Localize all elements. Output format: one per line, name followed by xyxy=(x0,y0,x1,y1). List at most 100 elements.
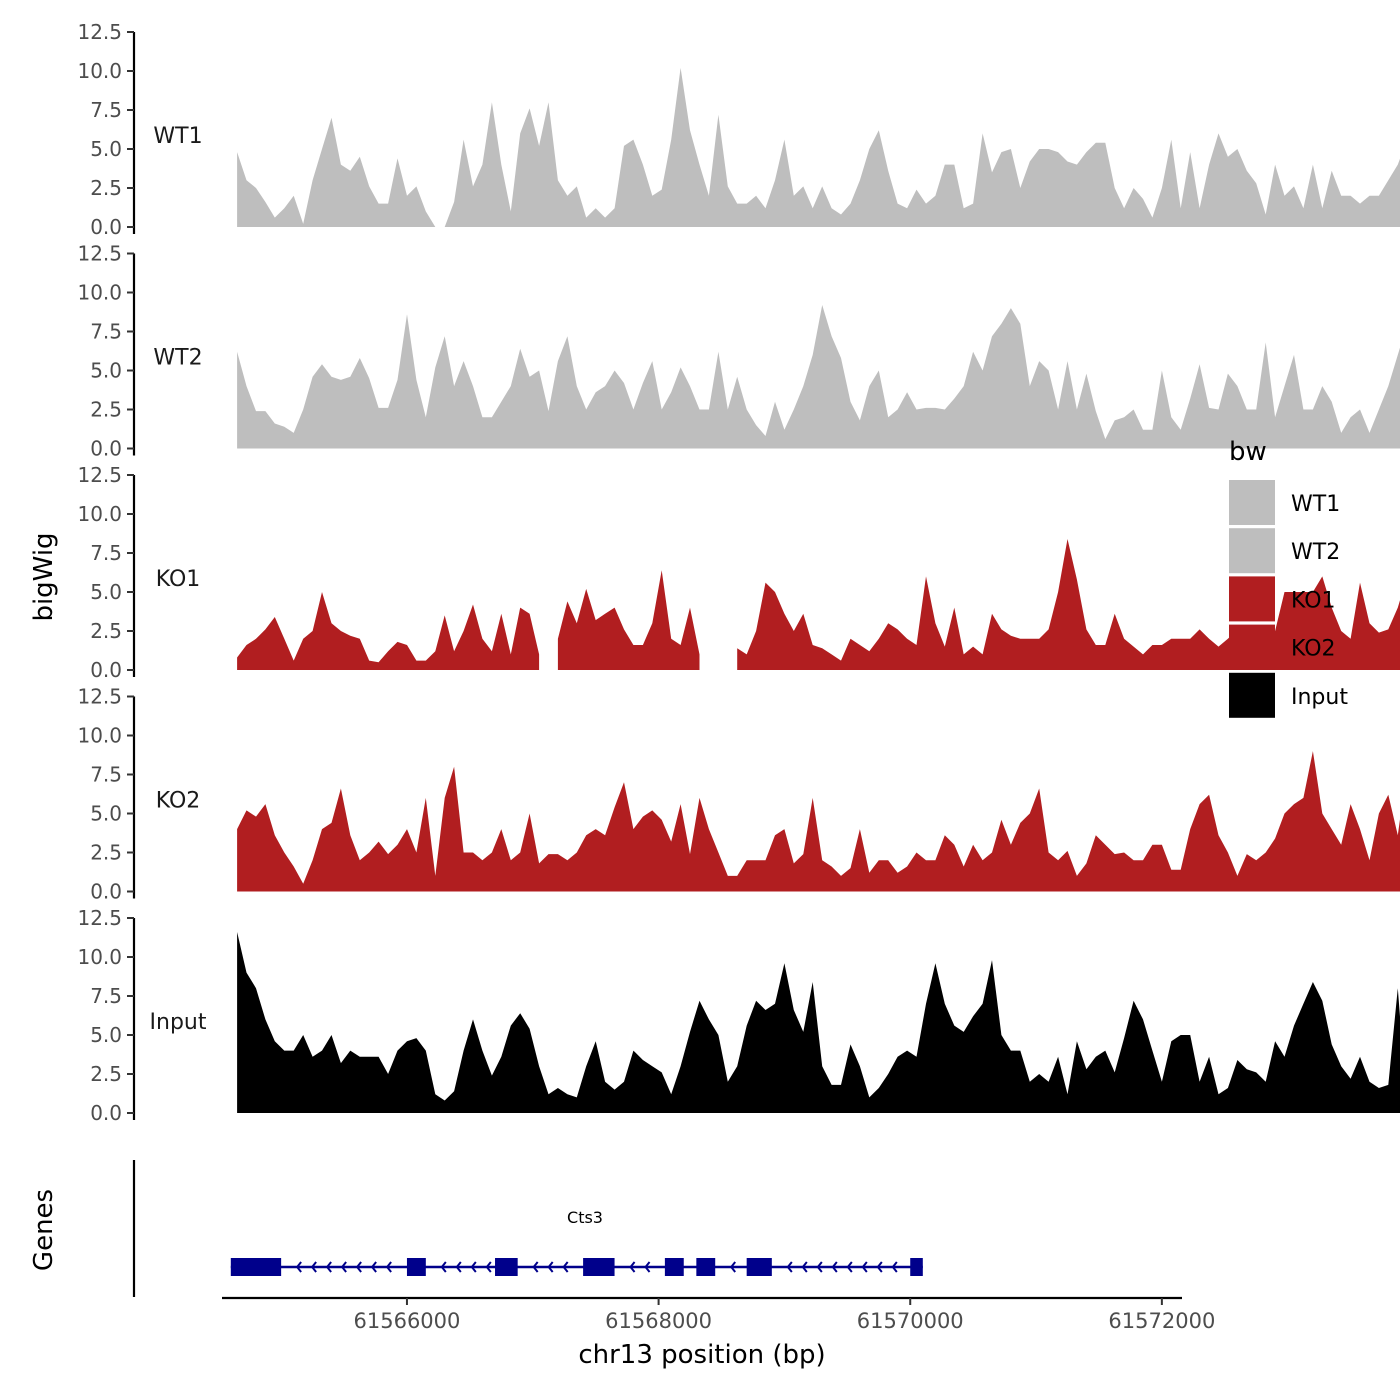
track-label-wt2: WT2 xyxy=(153,346,202,371)
y-tick-label: 10.0 xyxy=(77,945,122,969)
y-axis-title-group: bigWig xyxy=(29,532,59,621)
gene-model xyxy=(230,1258,923,1276)
y-tick-label: 10.0 xyxy=(77,724,122,748)
coverage-tracks: 0.0 2.5 5.0 7.5 10.0 12.5 WT1 0.0 2.5 5.0 7.5 10.0 1… xyxy=(77,20,1400,1125)
track-label-input: Input xyxy=(150,1010,207,1035)
x-axis: 61566000 61568000 61570000 61572000 chr13 p… xyxy=(222,1296,1215,1370)
coverage-area-wt1 xyxy=(237,67,1400,227)
y-tick-label: 12.5 xyxy=(77,20,122,44)
coverage-area-wt2 xyxy=(237,305,1400,449)
x-axis-title: chr13 position (bp) xyxy=(578,1340,825,1370)
gene-exon xyxy=(230,1258,282,1276)
coverage-area-ko2 xyxy=(237,751,1400,892)
legend-label-ko2: KO2 xyxy=(1291,637,1336,662)
x-tick-label: 61570000 xyxy=(857,1309,964,1333)
y-tick-label: 0.0 xyxy=(90,658,122,682)
y-tick-label: 2.5 xyxy=(90,398,122,422)
track-label-ko2: KO2 xyxy=(156,789,201,814)
y-tick-label: 12.5 xyxy=(77,685,122,709)
y-tick-label: 10.0 xyxy=(77,281,122,305)
strand-arrow xyxy=(310,1261,317,1273)
y-tick-label: 2.5 xyxy=(90,841,122,865)
strand-arrow xyxy=(861,1261,868,1273)
strand-arrow xyxy=(470,1261,477,1273)
legend-items: WT1 WT2 KO1 KO2 Input xyxy=(1229,480,1348,718)
gene-exon xyxy=(406,1258,426,1276)
strand-arrow xyxy=(355,1261,362,1273)
gene-exon xyxy=(583,1258,615,1276)
legend-key-input xyxy=(1229,672,1275,718)
y-tick-label: 10.0 xyxy=(77,502,122,526)
gene-track-title: Genes xyxy=(29,1189,59,1271)
y-tick-label: 5.0 xyxy=(90,802,122,826)
strand-arrow xyxy=(370,1261,377,1273)
track-ko1: 0.0 2.5 5.0 7.5 10.0 12.5 KO1 xyxy=(77,463,1400,682)
y-tick-label: 0.0 xyxy=(90,1101,122,1125)
y-tick-label: 7.5 xyxy=(90,541,122,565)
legend-key-wt2 xyxy=(1229,528,1275,574)
x-tick-label: 61568000 xyxy=(605,1309,712,1333)
strand-arrow xyxy=(295,1261,302,1273)
strand-arrow xyxy=(385,1261,392,1273)
legend-label-wt1: WT1 xyxy=(1291,492,1340,517)
coverage-area-input xyxy=(237,932,1400,1113)
strand-arrow xyxy=(325,1261,332,1273)
strand-arrow xyxy=(532,1261,539,1273)
strand-arrow xyxy=(340,1261,347,1273)
strand-arrow xyxy=(547,1261,554,1273)
gene-name-label: Cts3 xyxy=(567,1208,603,1227)
y-tick-label: 0.0 xyxy=(90,215,122,239)
strand-arrow xyxy=(485,1261,492,1273)
y-tick-label: 7.5 xyxy=(90,98,122,122)
x-tick-label: 61566000 xyxy=(354,1309,461,1333)
y-tick-label: 2.5 xyxy=(90,176,122,200)
y-tick-label: 7.5 xyxy=(90,763,122,787)
legend-label-ko1: KO1 xyxy=(1291,588,1336,613)
track-wt1: 0.0 2.5 5.0 7.5 10.0 12.5 WT1 xyxy=(77,20,1400,239)
y-tick-label: 12.5 xyxy=(77,906,122,930)
y-tick-label: 2.5 xyxy=(90,1062,122,1086)
strand-arrow xyxy=(831,1261,838,1273)
y-tick-label: 7.5 xyxy=(90,320,122,344)
strand-arrow xyxy=(440,1261,447,1273)
strand-arrow xyxy=(629,1261,636,1273)
x-tick-label: 61572000 xyxy=(1108,1309,1215,1333)
legend: bw WT1 WT2 KO1 KO2 Input xyxy=(1229,437,1348,718)
gene-track: Genes Cts3 xyxy=(29,1160,923,1297)
gene-exon xyxy=(910,1258,923,1276)
track-wt2: 0.0 2.5 5.0 7.5 10.0 12.5 WT2 xyxy=(77,242,1400,461)
strand-arrow xyxy=(562,1261,569,1273)
y-tick-label: 12.5 xyxy=(77,463,122,487)
y-tick-label: 5.0 xyxy=(90,137,122,161)
y-tick-label: 12.5 xyxy=(77,242,122,266)
strand-arrow xyxy=(729,1261,736,1273)
legend-label-input: Input xyxy=(1291,685,1348,710)
track-input: 0.0 2.5 5.0 7.5 10.0 12.5 Input xyxy=(77,906,1400,1125)
gene-exon xyxy=(746,1258,772,1276)
strand-arrow xyxy=(846,1261,853,1273)
y-tick-label: 5.0 xyxy=(90,359,122,383)
track-label-wt1: WT1 xyxy=(153,124,202,149)
y-axis-title: bigWig xyxy=(29,532,59,621)
strand-arrow xyxy=(644,1261,651,1273)
gene-exon xyxy=(495,1258,518,1276)
y-tick-label: 7.5 xyxy=(90,984,122,1008)
strand-arrow xyxy=(816,1261,823,1273)
gene-exon xyxy=(664,1258,684,1276)
track-ko2: 0.0 2.5 5.0 7.5 10.0 12.5 KO2 xyxy=(77,685,1400,904)
legend-label-wt2: WT2 xyxy=(1291,540,1340,565)
x-axis-ticks: 61566000 61568000 61570000 61572000 xyxy=(354,1298,1215,1333)
y-tick-label: 2.5 xyxy=(90,619,122,643)
gene-exon xyxy=(696,1258,716,1276)
y-tick-label: 0.0 xyxy=(90,437,122,461)
legend-title: bw xyxy=(1229,437,1267,467)
legend-key-ko2 xyxy=(1229,624,1275,670)
y-tick-label: 10.0 xyxy=(77,59,122,83)
strand-arrow xyxy=(801,1261,808,1273)
legend-key-wt1 xyxy=(1229,480,1275,525)
y-tick-label: 0.0 xyxy=(90,880,122,904)
y-tick-label: 5.0 xyxy=(90,1023,122,1047)
strand-arrow xyxy=(786,1261,793,1273)
strand-arrow xyxy=(455,1261,462,1273)
